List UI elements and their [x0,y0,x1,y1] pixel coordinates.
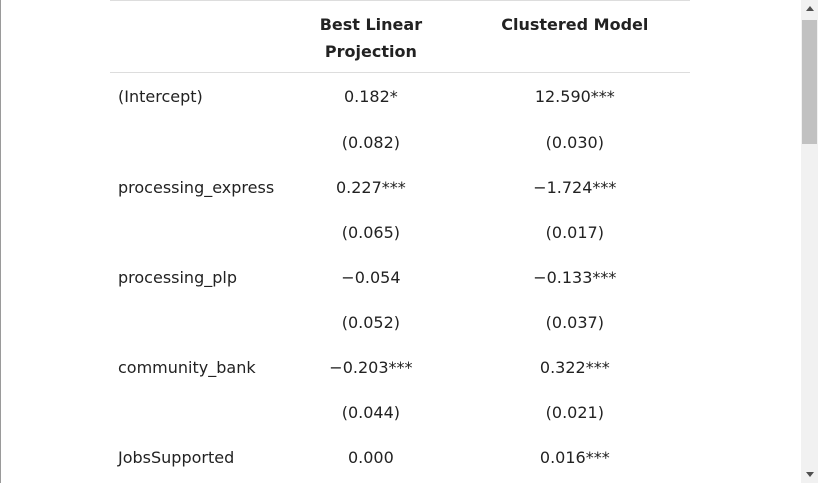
cell-clustered: (0.021) [545,403,604,422]
cell-clustered: 12.590*** [534,87,615,106]
cell-clustered: (0.030) [545,133,604,152]
row-label: community_bank [118,358,256,377]
table-header: Best Linear Projection Clustered Model [110,0,690,73]
cell-best-linear: (0.065) [341,223,401,242]
vertical-scrollbar[interactable] [801,0,818,483]
cell-clustered: 0.016*** [539,448,610,467]
row-label [110,390,282,435]
window-left-border [0,0,1,483]
header-best-linear-projection: Best Linear Projection [282,0,460,73]
regression-table: Best Linear Projection Clustered Model (I… [110,0,690,480]
table-row: (0.052) (0.037) [110,300,690,345]
triangle-up-icon [805,6,814,11]
header-row: Best Linear Projection Clustered Model [110,0,690,73]
header-clustered-model: Clustered Model [459,0,690,73]
cell-best-linear: (0.082) [341,133,401,152]
cell-best-linear: (0.052) [341,313,401,332]
scrollbar-thumb[interactable] [802,20,817,144]
row-label: processing_plp [118,268,237,287]
table-row: community_bank −0.203*** 0.322*** [110,345,690,390]
row-label: (Intercept) [118,87,203,106]
cell-clustered: (0.017) [545,223,604,242]
cell-best-linear: 0.227*** [335,178,406,197]
scroll-down-button[interactable] [801,466,818,483]
row-label [110,120,282,165]
table-body: (Intercept) 0.182* 12.590*** (0.082) (0.… [110,73,690,481]
header-blank-cell [110,0,283,73]
table-row: processing_express 0.227*** −1.724*** [110,165,690,210]
scroll-up-button[interactable] [801,0,818,17]
cell-best-linear: −0.203*** [329,358,413,377]
table-row: JobsSupported 0.000 0.016*** [110,435,690,480]
cell-best-linear: 0.000 [347,448,394,467]
cell-clustered: 0.322*** [539,358,610,377]
table-row: (0.044) (0.021) [110,390,690,435]
content-viewport: Best Linear Projection Clustered Model (I… [110,0,690,480]
cell-clustered: −0.133*** [533,268,617,287]
table-row: (0.082) (0.030) [110,120,690,165]
cell-clustered: (0.037) [545,313,604,332]
table-row: (0.065) (0.017) [110,210,690,255]
row-label: processing_express [118,178,275,197]
cell-best-linear: −0.054 [341,268,401,287]
row-label: JobsSupported [118,448,235,467]
cell-best-linear: 0.182* [343,87,398,106]
cell-clustered: −1.724*** [533,178,617,197]
table-row: processing_plp −0.054 −0.133*** [110,255,690,300]
cell-best-linear: (0.044) [341,403,401,422]
row-label [110,300,282,345]
table-row: (Intercept) 0.182* 12.590*** [110,73,690,121]
triangle-down-icon [805,472,814,477]
row-label [110,210,282,255]
